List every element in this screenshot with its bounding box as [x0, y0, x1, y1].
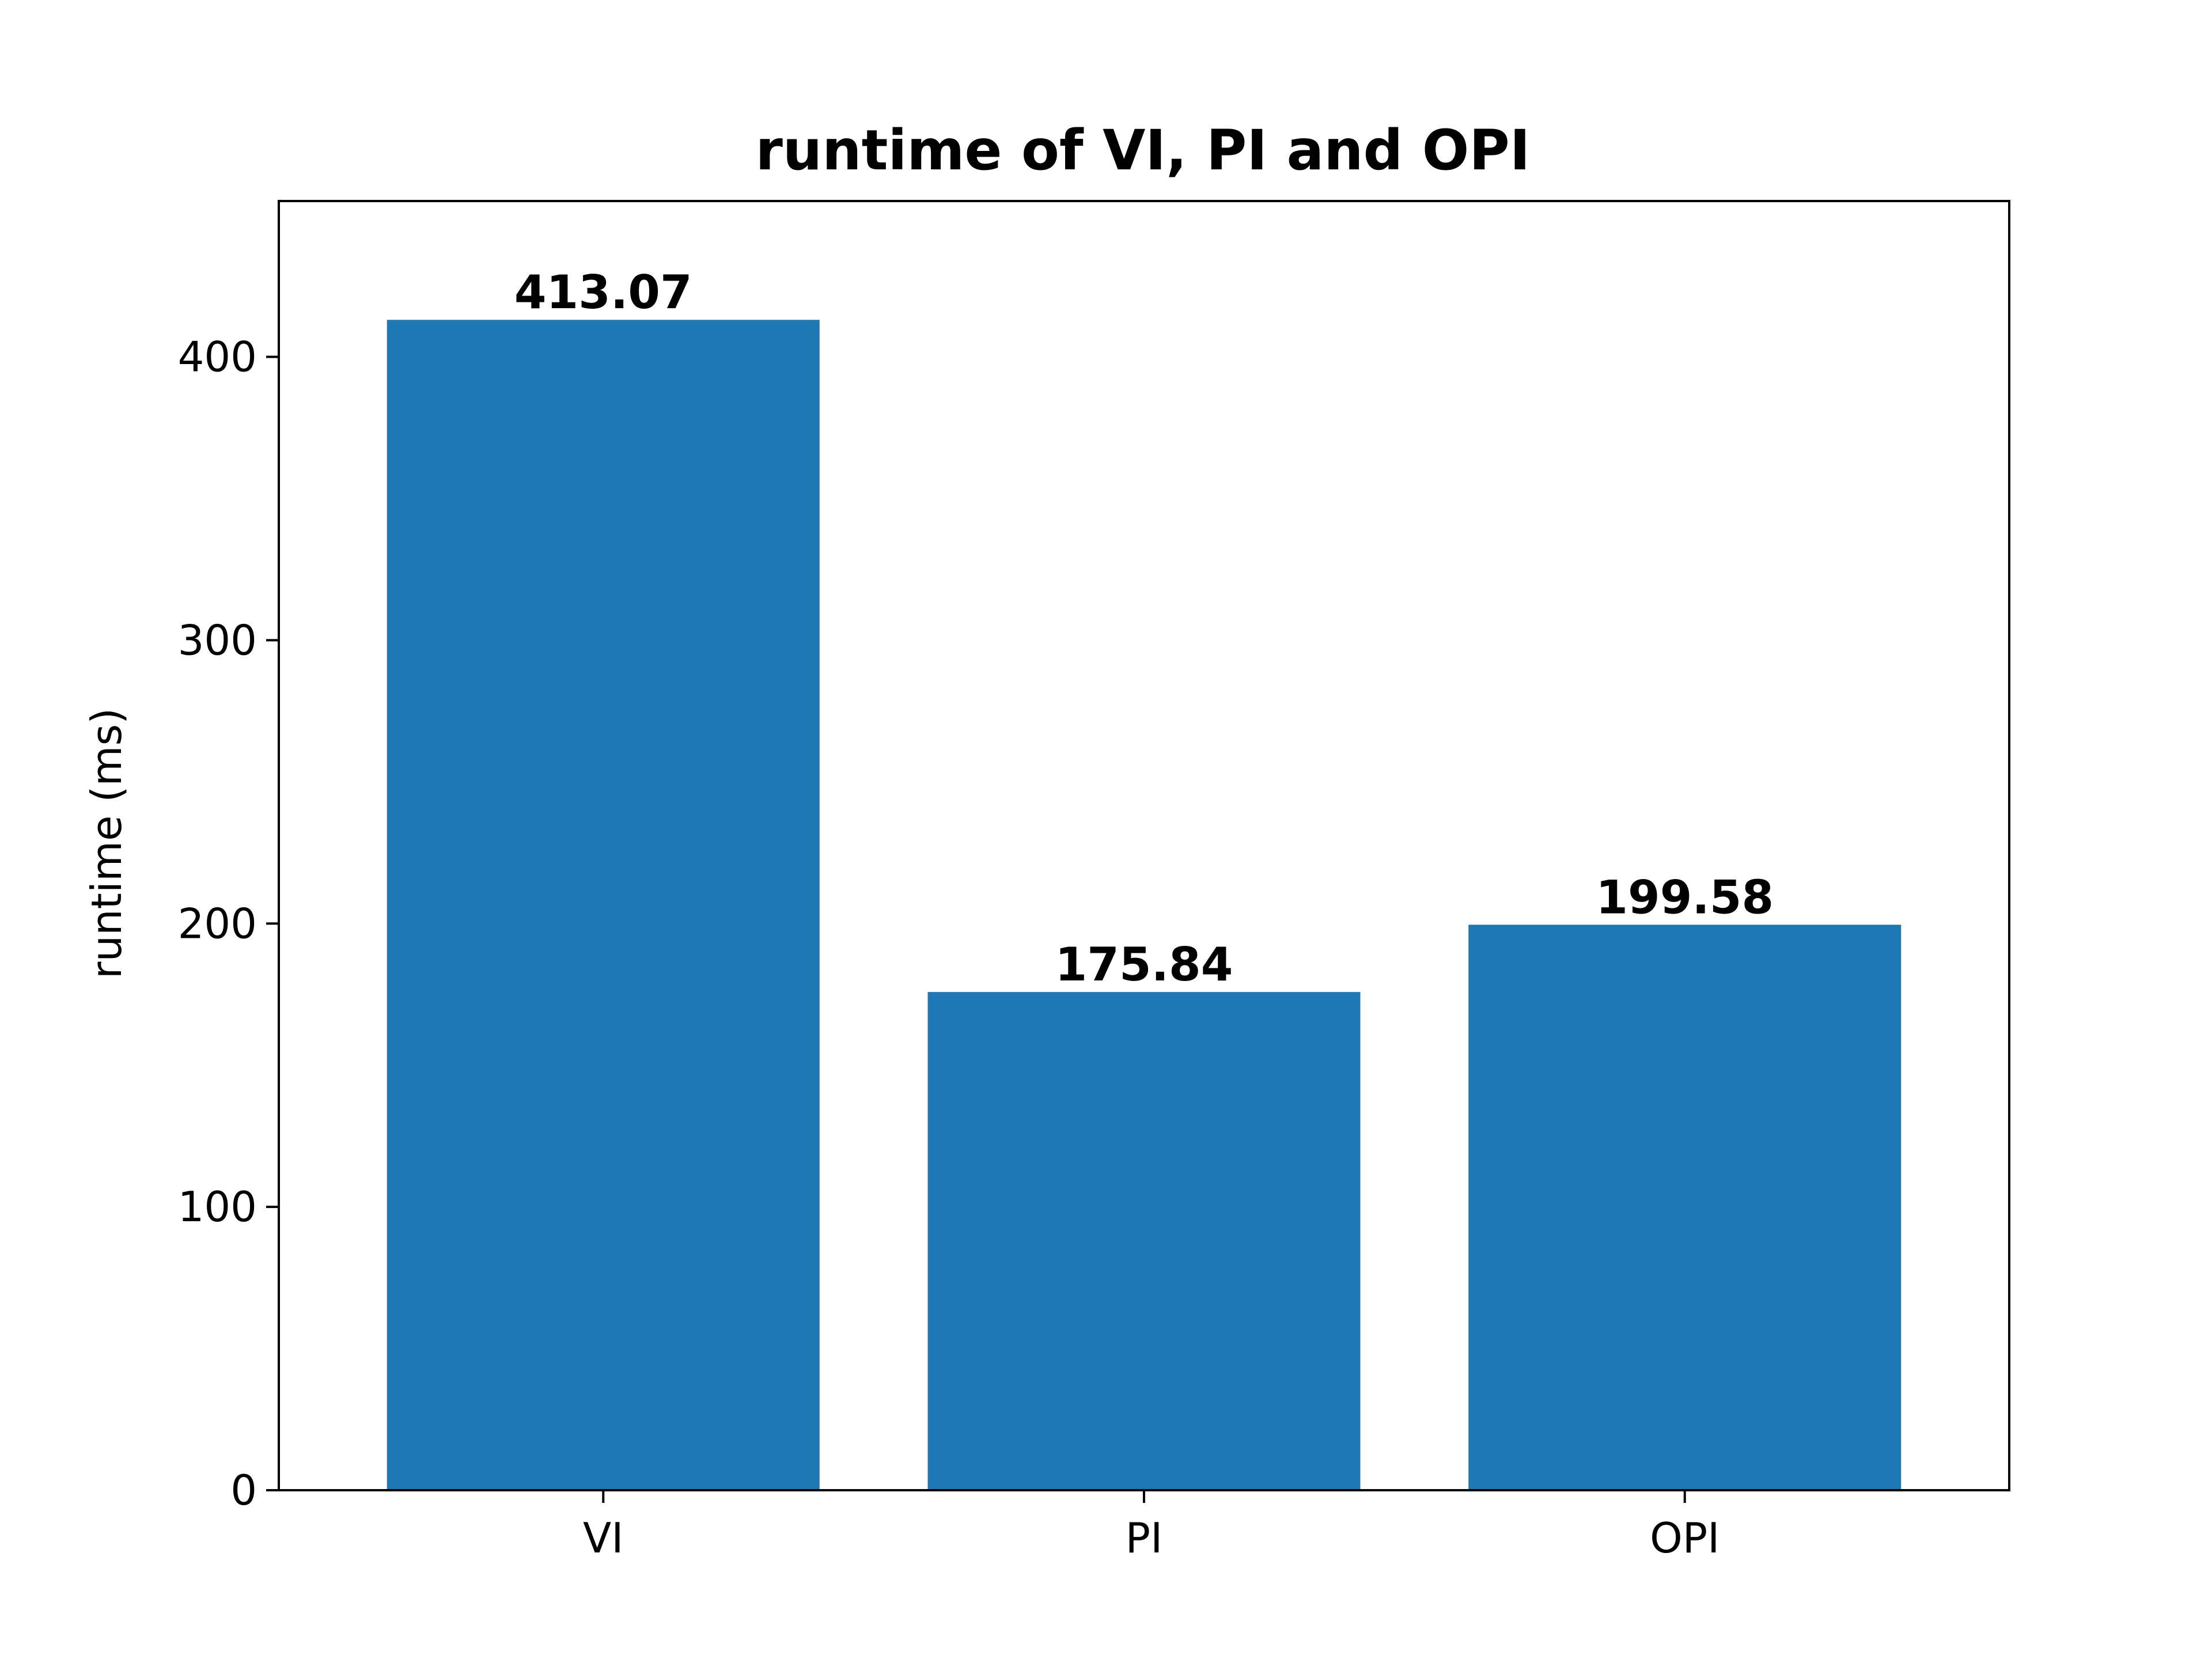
x-axis-ticks: VI PI OPI	[583, 1490, 1719, 1562]
bar-pi	[927, 992, 1361, 1490]
value-labels-group: 413.07 175.84 199.58	[514, 266, 1774, 991]
y-tick-label-300: 300	[178, 616, 257, 664]
bar-opi	[1468, 925, 1902, 1490]
value-label-pi: 175.84	[1055, 938, 1233, 991]
value-label-opi: 199.58	[1596, 870, 1774, 924]
chart-title: runtime of VI, PI and OPI	[756, 118, 1531, 183]
y-axis-ticks: 0 100 200 300 400	[178, 333, 279, 1514]
y-tick-label-0: 0	[230, 1466, 257, 1514]
y-tick-label-100: 100	[178, 1183, 257, 1231]
x-tick-label-vi: VI	[583, 1514, 624, 1562]
bars-group	[387, 320, 1902, 1491]
y-tick-label-200: 200	[178, 899, 257, 948]
y-tick-label-400: 400	[178, 333, 257, 381]
y-axis-label: runtime (ms)	[82, 708, 131, 979]
x-tick-label-opi: OPI	[1650, 1514, 1719, 1562]
value-label-vi: 413.07	[514, 266, 692, 319]
bar-vi	[387, 320, 820, 1491]
plot-area-frame	[278, 200, 2010, 1491]
x-tick-label-pi: PI	[1126, 1514, 1163, 1562]
